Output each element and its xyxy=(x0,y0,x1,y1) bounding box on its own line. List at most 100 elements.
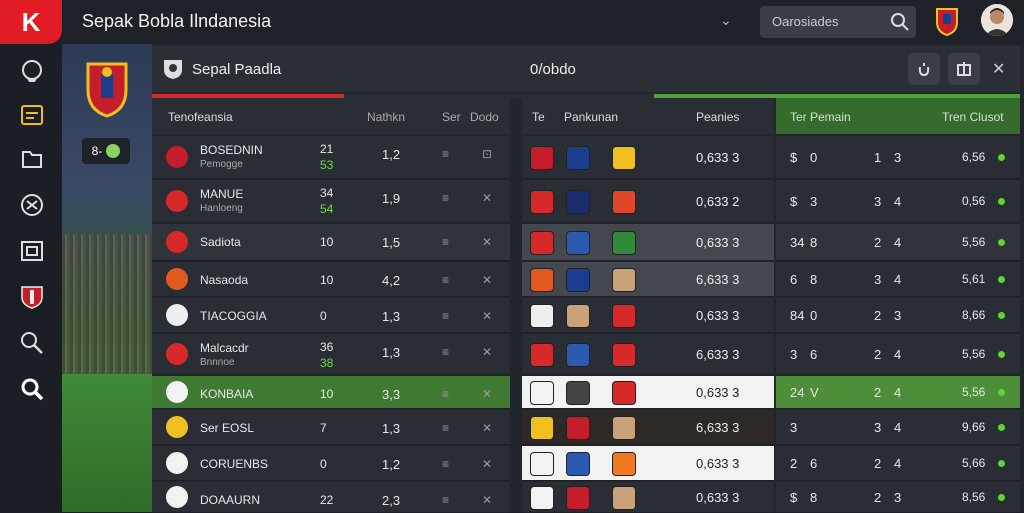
menu-icon[interactable]: ≡ xyxy=(442,457,450,471)
table-row[interactable]: 0,633 3 xyxy=(522,446,774,481)
row-value: 0,633 3 xyxy=(696,235,740,250)
table-row[interactable]: MANUE Hanloeng 34 54 1,9 ≡ ✕ xyxy=(152,180,510,223)
player-name[interactable]: MANUE xyxy=(200,187,244,201)
table-row[interactable]: 24 V 2 4 5,56 xyxy=(776,376,1020,409)
menu-icon[interactable]: ≡ xyxy=(442,309,450,323)
table-row[interactable]: 0,633 3 xyxy=(522,376,774,409)
table-row[interactable]: 0,633 2 xyxy=(522,180,774,223)
menu-icon[interactable]: ≡ xyxy=(442,387,450,401)
table-row[interactable]: 0,633 3 xyxy=(522,224,774,261)
search-icon[interactable] xyxy=(19,376,45,402)
stat-a: 24 xyxy=(790,385,805,400)
action-icon[interactable]: ✕ xyxy=(482,191,493,205)
action-icon[interactable]: ✕ xyxy=(482,345,493,359)
action-icon[interactable]: ⊡ xyxy=(482,147,493,161)
table-row[interactable]: 2 6 2 4 5,66 xyxy=(776,446,1020,481)
action-icon[interactable]: ✕ xyxy=(482,309,493,323)
filter-button[interactable] xyxy=(948,53,980,85)
action-icon[interactable]: ✕ xyxy=(482,387,493,401)
stat-n1: 21 xyxy=(320,142,334,156)
table-row[interactable]: 6,633 3 xyxy=(522,262,774,297)
col-header-c3[interactable]: Dodo xyxy=(470,110,499,124)
table-row[interactable]: TIACOGGIA 0 1,3 ≡ ✕ xyxy=(152,298,510,333)
menu-icon[interactable]: ≡ xyxy=(442,345,450,359)
col-header-c2[interactable]: Ser xyxy=(442,110,461,124)
table-row[interactable]: 34 8 2 4 5,56 xyxy=(776,224,1020,261)
player-name[interactable]: Malcacdr xyxy=(200,341,249,355)
player-name[interactable]: DOAAURN xyxy=(200,493,261,507)
stat-c: 2 xyxy=(874,490,882,505)
table-row[interactable]: BOSEDNIN Pemogge 21 53 1,2 ≡ ⊡ xyxy=(152,136,510,179)
col-header-peanies[interactable]: Peanies xyxy=(696,110,740,124)
action-icon[interactable]: ✕ xyxy=(482,273,493,287)
progress-track xyxy=(344,94,654,98)
table-row[interactable]: DOAAURN 22 2,3 ≡ ✕ xyxy=(152,482,510,513)
action-icon[interactable]: ✕ xyxy=(482,235,493,249)
menu-icon[interactable]: ≡ xyxy=(442,493,450,507)
table-row[interactable]: 0,633 3 xyxy=(522,482,774,513)
score-badge-text: 8- xyxy=(91,144,103,158)
menu-icon[interactable]: ≡ xyxy=(442,147,450,161)
col-header-name[interactable]: Tenofeansia xyxy=(168,110,233,124)
table-row[interactable]: 3 3 4 9,66 xyxy=(776,410,1020,445)
board-icon[interactable] xyxy=(19,238,45,264)
table-row[interactable]: $8 2 3 8,56 xyxy=(776,482,1020,513)
panel-center-value: 0/obdo xyxy=(530,61,576,78)
shield-icon[interactable] xyxy=(19,284,45,310)
stat-value: 4,2 xyxy=(382,273,401,288)
player-name[interactable]: CORUENBS xyxy=(200,457,269,471)
refresh-button[interactable] xyxy=(908,53,940,85)
menu-icon[interactable]: ≡ xyxy=(442,235,450,249)
table-row[interactable]: Nasaoda 10 4,2 ≡ ✕ xyxy=(152,262,510,297)
search-icon[interactable] xyxy=(890,12,910,32)
search-box[interactable]: Oarosiades xyxy=(760,6,916,38)
team-crest-icon xyxy=(566,146,590,170)
table-row[interactable]: 84 0 2 3 8,66 xyxy=(776,298,1020,333)
action-icon[interactable]: ✕ xyxy=(482,457,493,471)
team-crest-icon xyxy=(530,486,554,510)
table-row[interactable]: 0,633 3 xyxy=(522,136,774,179)
ball-icon[interactable] xyxy=(19,192,45,218)
col-header-c1[interactable]: Nathkn xyxy=(367,110,406,124)
table-row[interactable]: 3 6 2 4 5,56 xyxy=(776,334,1020,375)
scout-icon[interactable] xyxy=(19,330,45,356)
table-row[interactable]: $0 1 3 6,56 xyxy=(776,136,1020,179)
trend-value: 9,66 xyxy=(962,420,986,434)
table-row[interactable]: 6,633 3 xyxy=(522,410,774,445)
col-header-pankunan[interactable]: Pankunan xyxy=(564,110,619,124)
table-row[interactable]: Malcacdr Bnnnoe 36 38 1,3 ≡ ✕ xyxy=(152,334,510,375)
trophy-icon[interactable] xyxy=(19,58,45,84)
folder-icon[interactable] xyxy=(19,146,45,172)
table-row[interactable]: 0,633 3 xyxy=(522,298,774,333)
menu-icon[interactable]: ≡ xyxy=(442,273,450,287)
col-header-ter-pemain[interactable]: Ter Pemain xyxy=(790,110,851,124)
player-name[interactable]: Ser EOSL xyxy=(200,421,255,435)
user-avatar[interactable] xyxy=(981,4,1013,36)
col-header-tren[interactable]: Tren Clusot xyxy=(942,110,1004,124)
chevron-down-icon[interactable]: ⌄ xyxy=(720,12,732,28)
player-name[interactable]: KONBAIA xyxy=(200,387,254,401)
app-logo[interactable]: K xyxy=(0,0,62,44)
stat-value: 3,3 xyxy=(382,387,401,402)
close-icon[interactable]: ✕ xyxy=(992,61,1006,78)
score-badge[interactable]: 8- xyxy=(82,138,130,164)
player-name[interactable]: TIACOGGIA xyxy=(200,309,267,323)
player-name[interactable]: BOSEDNIN xyxy=(200,143,263,157)
table-row[interactable]: KONBAIA 10 3,3 ≡ ✕ xyxy=(152,376,510,409)
table-row[interactable]: 6 8 3 4 5,61 xyxy=(776,262,1020,297)
menu-icon[interactable]: ≡ xyxy=(442,191,450,205)
table-row[interactable]: CORUENBS 0 1,2 ≡ ✕ xyxy=(152,446,510,481)
table-row[interactable]: $3 3 4 0,56 xyxy=(776,180,1020,223)
calendar-icon[interactable] xyxy=(19,102,45,128)
stat-c: 3 xyxy=(874,272,882,287)
table-row[interactable]: 6,633 3 xyxy=(522,334,774,375)
player-name[interactable]: Sadiota xyxy=(200,235,241,249)
col-header-t[interactable]: Te xyxy=(532,110,545,124)
table-row[interactable]: Ser EOSL 7 1,3 ≡ ✕ xyxy=(152,410,510,445)
action-icon[interactable]: ✕ xyxy=(482,421,493,435)
table-row[interactable]: Sadiota 10 1,5 ≡ ✕ xyxy=(152,224,510,261)
menu-icon[interactable]: ≡ xyxy=(442,421,450,435)
player-name[interactable]: Nasaoda xyxy=(200,273,249,287)
action-icon[interactable]: ✕ xyxy=(482,493,493,507)
club-crest-icon[interactable] xyxy=(934,6,960,36)
